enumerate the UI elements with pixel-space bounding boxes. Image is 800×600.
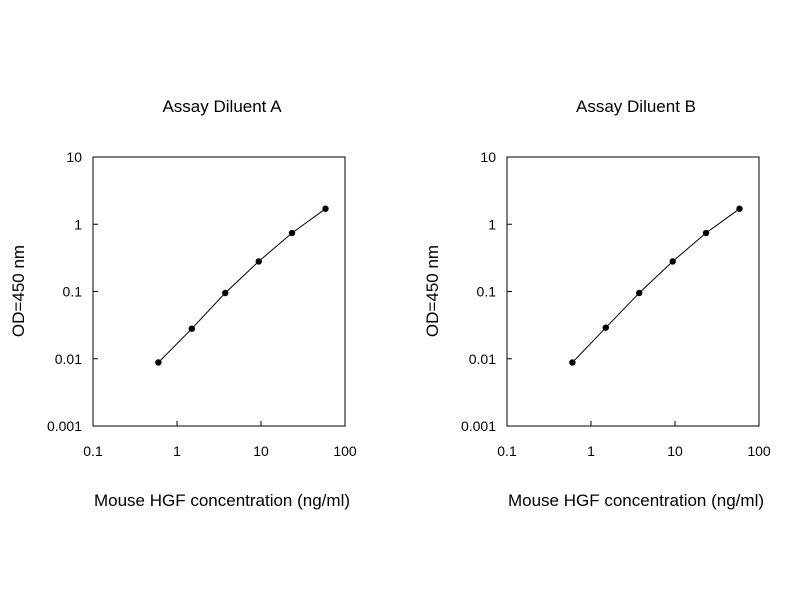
plot-frame bbox=[506, 156, 760, 427]
y-tick-label: 0.001 bbox=[47, 418, 82, 434]
data-point bbox=[569, 359, 576, 366]
y-tick-label: 0.001 bbox=[461, 418, 496, 434]
x-axis-label: Mouse HGF concentration (ng/ml) bbox=[508, 491, 764, 510]
data-point bbox=[702, 229, 710, 237]
chart-title: Assay Diluent B bbox=[576, 97, 696, 116]
y-axis-label: OD=450 nm bbox=[423, 245, 442, 337]
x-tick-label: 0.1 bbox=[497, 443, 517, 459]
y-tick-label: 0.1 bbox=[63, 284, 83, 300]
y-tick-label: 10 bbox=[480, 149, 496, 165]
chart-panel-a: Assay Diluent A OD=450 nm Mouse HGF conc… bbox=[9, 97, 357, 510]
data-point bbox=[188, 325, 195, 332]
x-tick-label: 10 bbox=[253, 443, 269, 459]
y-axis-label: OD=450 nm bbox=[9, 245, 28, 337]
x-axis-label: Mouse HGF concentration (ng/ml) bbox=[94, 491, 350, 510]
x-tick-label: 1 bbox=[587, 443, 595, 459]
chart-title: Assay Diluent A bbox=[162, 97, 282, 116]
data-point bbox=[155, 359, 162, 366]
plot-area: 0.1 1 10 100 0.001 0.01 0.1 1 10 bbox=[461, 149, 771, 459]
y-tick-label: 1 bbox=[488, 216, 496, 232]
y-tick-label: 0.01 bbox=[469, 351, 496, 367]
data-point bbox=[288, 229, 296, 237]
y-tick-label: 0.1 bbox=[477, 284, 497, 300]
data-point bbox=[669, 258, 676, 265]
y-tick-label: 10 bbox=[66, 149, 82, 165]
x-tick-label: 1 bbox=[173, 443, 181, 459]
x-tick-label: 10 bbox=[667, 443, 683, 459]
chart-panel-b: Assay Diluent B OD=450 nm Mouse HGF conc… bbox=[423, 97, 771, 510]
data-point bbox=[322, 205, 329, 212]
series-line bbox=[158, 208, 326, 363]
data-point bbox=[602, 324, 609, 331]
y-tick-label: 1 bbox=[74, 216, 82, 232]
plot-area: 0.1 1 10 100 0.001 0.01 0.1 1 10 bbox=[47, 149, 357, 459]
x-tick-label: 0.1 bbox=[83, 443, 103, 459]
series-line bbox=[572, 208, 740, 363]
data-point bbox=[636, 289, 643, 297]
plot-frame bbox=[92, 156, 346, 427]
data-point bbox=[222, 289, 229, 297]
x-tick-label: 100 bbox=[333, 443, 357, 459]
x-tick-label: 100 bbox=[747, 443, 771, 459]
data-point bbox=[255, 258, 262, 265]
y-tick-label: 0.01 bbox=[55, 351, 82, 367]
data-point bbox=[736, 205, 743, 212]
